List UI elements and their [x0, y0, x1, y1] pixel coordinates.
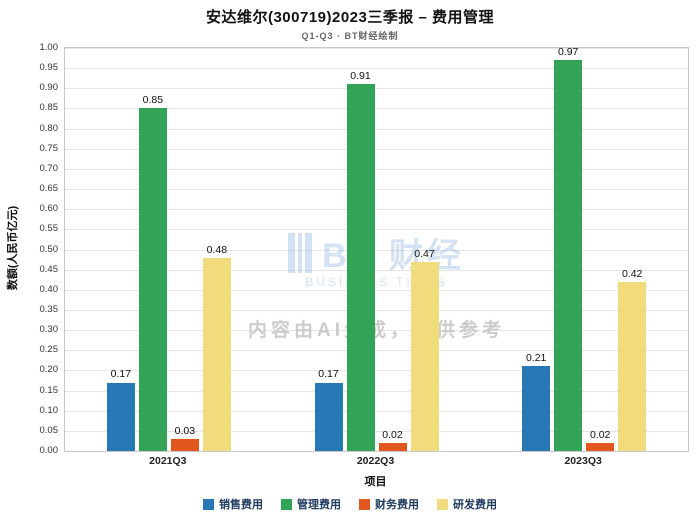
y-tick-label: 0.10: [39, 404, 59, 416]
chart-title: 安达维尔(300719)2023三季报 – 费用管理: [205, 9, 495, 26]
grid-line: [65, 289, 688, 291]
grid-line: [65, 249, 688, 251]
legend-swatch: [359, 498, 370, 510]
legend-item-财务费用: 财务费用: [359, 496, 419, 512]
bar-value-label: 0.42: [621, 267, 643, 280]
grid-line: [65, 189, 688, 191]
bar-value-label: 0.03: [174, 424, 196, 437]
grid-line: [65, 269, 688, 271]
y-tick-label: 0.55: [39, 223, 59, 235]
x-tick-label: 2022Q3: [356, 455, 395, 467]
grid-line: [65, 88, 688, 90]
y-tick-label: 0.75: [39, 142, 59, 154]
legend-swatch: [281, 498, 292, 510]
bar-value-label: 0.97: [557, 46, 579, 59]
y-tick-label: 0.95: [39, 62, 59, 74]
bar-2021Q3-销售费用: [106, 382, 135, 451]
y-tick-label: 0.05: [39, 424, 59, 436]
legend-label: 销售费用: [219, 499, 263, 511]
grid-line: [65, 330, 688, 332]
y-tick-label: 0.50: [39, 243, 59, 255]
bar-2022Q3-销售费用: [314, 382, 343, 451]
bar-2022Q3-财务费用: [378, 442, 407, 451]
bar-value-label: 0.85: [142, 94, 164, 107]
y-tick-label: 1.00: [39, 42, 59, 53]
bar-2021Q3-管理费用: [138, 108, 167, 451]
grid-line: [65, 48, 688, 49]
y-axis-title: 数额(人民币亿元): [7, 205, 19, 291]
bar-2023Q3-研发费用: [618, 281, 647, 451]
bar-2023Q3-管理费用: [554, 60, 583, 451]
bar-value-label: 0.02: [589, 428, 611, 441]
y-tick-label: 0.00: [39, 445, 59, 456]
bar-2023Q3-销售费用: [522, 366, 551, 451]
grid-line: [65, 309, 688, 311]
y-tick-label: 0.60: [39, 203, 59, 215]
bar-value-label: 0.91: [350, 70, 371, 83]
grid-line: [65, 108, 688, 110]
y-tick-label: 0.25: [39, 344, 59, 356]
y-tick-label: 0.80: [39, 122, 59, 134]
plot-area: BT 财经 BUSINESS TIMES 内容由AI生成，仅供参考 0.17 0.…: [64, 46, 689, 452]
y-tick-label: 0.30: [39, 324, 59, 336]
legend-label: 研发费用: [453, 499, 497, 511]
watermark-logo-icon: [288, 233, 313, 273]
bar-value-label: 0.48: [206, 243, 228, 256]
bar-value-label: 0.47: [414, 247, 435, 260]
legend-item-销售费用: 销售费用: [203, 496, 263, 512]
legend: 销售费用 管理费用 财务费用 研发费用: [0, 496, 700, 512]
grid-line: [65, 370, 688, 372]
x-axis-title: 项目: [364, 476, 387, 488]
x-tick-label: 2023Q3: [564, 455, 602, 467]
y-tick-label: 0.65: [39, 183, 59, 195]
grid-line: [65, 168, 688, 170]
legend-item-研发费用: 研发费用: [437, 496, 497, 512]
legend-swatch: [203, 498, 214, 510]
legend-item-管理费用: 管理费用: [281, 496, 341, 512]
x-tick-label: 2021Q3: [149, 455, 187, 467]
y-tick-label: 0.45: [39, 263, 59, 275]
grid-line: [65, 390, 688, 392]
legend-label: 财务费用: [375, 499, 419, 511]
y-tick-label: 0.70: [39, 162, 59, 174]
grid-line: [65, 128, 688, 130]
grid-line: [65, 430, 688, 432]
legend-swatch: [437, 498, 448, 510]
grid-line: [65, 410, 688, 412]
chart-subtitle: Q1-Q3 · BT财经绘制: [301, 31, 399, 41]
bar-2021Q3-财务费用: [170, 438, 199, 451]
y-tick-label: 0.20: [39, 364, 59, 376]
y-tick-label: 0.85: [39, 102, 59, 114]
bar-2022Q3-管理费用: [346, 84, 375, 451]
bar-2022Q3-研发费用: [410, 261, 439, 451]
bar-value-label: 0.02: [382, 428, 403, 441]
bar-value-label: 0.17: [318, 368, 339, 381]
grid-line: [65, 68, 688, 70]
y-tick-label: 0.40: [39, 283, 59, 295]
bar-2021Q3-研发费用: [202, 257, 231, 451]
bar-value-label: 0.17: [110, 368, 132, 381]
grid-line: [65, 229, 688, 231]
bar-value-label: 0.21: [525, 352, 547, 365]
legend-label: 管理费用: [297, 499, 341, 511]
grid-line: [65, 350, 688, 352]
y-tick-label: 0.90: [39, 82, 59, 94]
grid-line: [65, 209, 688, 211]
y-tick-label: 0.35: [39, 303, 59, 315]
grid-line: [65, 148, 688, 150]
y-tick-label: 0.15: [39, 384, 59, 396]
bar-2023Q3-财务费用: [586, 442, 615, 451]
